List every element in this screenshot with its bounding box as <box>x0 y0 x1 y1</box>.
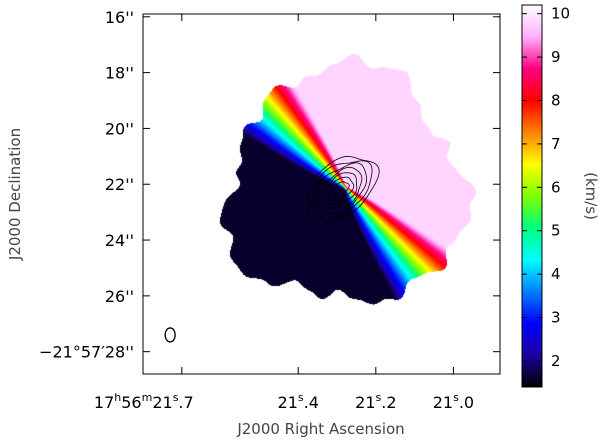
y-tick-label-1: 18'' <box>105 64 134 83</box>
y-tick-label-2: 20'' <box>105 119 134 138</box>
x-tick-label-0: 17h56m21s.7 <box>94 391 194 412</box>
velocity-image <box>143 14 500 374</box>
colorbar-tick-label-0: 2 <box>551 352 561 370</box>
y-tick-labels: 16'' 18'' 20'' 22'' 24'' 26'' −21°57′28'' <box>39 8 134 362</box>
colorbar-tick-label-1: 3 <box>551 309 561 327</box>
colorbar-tick-label-3: 5 <box>551 222 561 240</box>
colorbar-tick-label-7: 9 <box>551 48 561 66</box>
contour-level-1 <box>309 160 373 222</box>
colorbar-tick-label-6: 8 <box>551 92 561 110</box>
x-axis-title: J2000 Right Ascension <box>236 420 404 438</box>
intensity-contours <box>306 155 380 226</box>
x-tick-marks <box>181 14 454 374</box>
x-tick-label-1: 21s.4 <box>278 391 319 412</box>
contour-level-5 <box>327 176 355 201</box>
contour-level-6 <box>333 181 350 198</box>
contour-level-3 <box>317 166 363 209</box>
y-tick-label-5: 26'' <box>105 287 134 306</box>
x-tick-label-3: 21s.0 <box>433 391 474 412</box>
colorbar-gradient <box>521 4 543 388</box>
colorbar: 2 3 4 5 6 7 8 9 10 (km/s) <box>521 4 600 388</box>
colorbar-label: (km/s) <box>582 172 600 220</box>
colorbar-tick-label-4: 6 <box>551 178 561 196</box>
y-tick-label-6: −21°57′28'' <box>39 343 134 362</box>
y-tick-label-0: 16'' <box>105 8 134 27</box>
colorbar-tick-label-2: 4 <box>551 265 561 283</box>
y-tick-label-4: 24'' <box>105 231 134 250</box>
contour-level-2 <box>313 162 368 215</box>
contour-level-4 <box>322 172 358 206</box>
velocity-field-raster <box>143 14 500 374</box>
contour-level-0 <box>306 155 380 226</box>
beam-ellipse <box>164 327 176 343</box>
y-tick-marks <box>143 16 500 353</box>
y-tick-label-3: 22'' <box>105 175 134 194</box>
x-tick-labels: 17h56m21s.7 21s.4 21s.2 21s.0 <box>94 391 474 412</box>
colorbar-tick-label-8: 10 <box>551 5 570 23</box>
x-tick-label-2: 21s.2 <box>355 391 396 412</box>
y-axis-title: J2000 Declination <box>6 128 24 261</box>
colorbar-ticks: 2 3 4 5 6 7 8 9 10 <box>522 5 570 370</box>
colorbar-tick-label-5: 7 <box>551 135 561 153</box>
plot-frame <box>142 13 501 375</box>
